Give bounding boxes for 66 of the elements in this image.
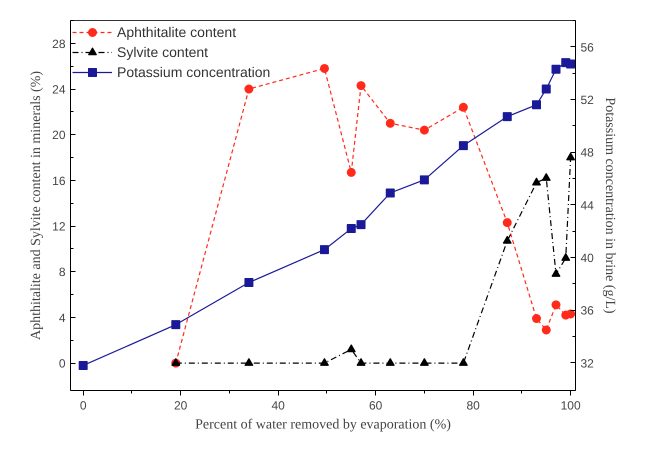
point bbox=[171, 320, 180, 330]
point bbox=[532, 314, 542, 324]
point bbox=[420, 126, 429, 135]
point bbox=[502, 236, 512, 244]
point bbox=[502, 218, 512, 228]
y-tick-label: 8 bbox=[58, 265, 66, 280]
y-tick-label: 24 bbox=[52, 82, 66, 97]
point bbox=[552, 300, 560, 310]
point bbox=[386, 118, 395, 128]
point bbox=[566, 152, 576, 160]
x-tick-label: 0 bbox=[80, 398, 87, 412]
point bbox=[356, 220, 366, 230]
point bbox=[566, 309, 576, 318]
point bbox=[356, 81, 366, 90]
y2-tick-label: 44 bbox=[580, 198, 594, 212]
point bbox=[346, 224, 356, 234]
point bbox=[502, 112, 512, 122]
x-tick-label: 100 bbox=[560, 398, 581, 412]
y-tick-label: 16 bbox=[52, 174, 66, 188]
point bbox=[552, 64, 560, 74]
point bbox=[78, 360, 88, 370]
y-tick-label: 12 bbox=[52, 220, 66, 234]
legend-label: Potassium concentration bbox=[117, 64, 270, 80]
legend-label: Aphthitalite content bbox=[117, 24, 236, 40]
point bbox=[320, 64, 329, 73]
point bbox=[386, 358, 395, 366]
legend-label: Sylvite content bbox=[117, 44, 208, 60]
y-tick-label: 4 bbox=[58, 310, 66, 325]
y2-tick-label: 52 bbox=[580, 93, 594, 108]
point bbox=[458, 102, 468, 112]
y-tick-label: 0 bbox=[58, 356, 66, 371]
point bbox=[542, 84, 551, 94]
point bbox=[420, 358, 429, 366]
y-axis-title: Aphthitalite and Sylvite content in minerals (%) bbox=[29, 70, 44, 340]
point bbox=[561, 252, 570, 261]
point bbox=[346, 344, 356, 352]
x-tick-label: 20 bbox=[174, 398, 188, 412]
point bbox=[320, 358, 329, 366]
y2-axis-title: Potassium concentration in brine (g/L) bbox=[602, 97, 617, 314]
x-tick-label: 60 bbox=[368, 398, 383, 412]
y-tick-label: 20 bbox=[52, 128, 66, 142]
y2-tick-label: 40 bbox=[580, 251, 594, 266]
point bbox=[532, 100, 542, 110]
point bbox=[386, 188, 395, 198]
point bbox=[532, 178, 542, 186]
point bbox=[244, 358, 254, 366]
y2-tick-label: 56 bbox=[580, 40, 594, 54]
point bbox=[542, 325, 551, 334]
point bbox=[244, 278, 254, 288]
x-axis-title: Percent of water removed by evaporation (%) bbox=[195, 418, 452, 432]
point bbox=[244, 84, 254, 94]
point bbox=[458, 358, 468, 366]
point bbox=[552, 268, 560, 277]
y2-tick-label: 48 bbox=[580, 146, 594, 160]
point bbox=[458, 141, 468, 150]
y2-tick-label: 32 bbox=[580, 356, 594, 370]
point bbox=[566, 59, 576, 68]
point bbox=[420, 175, 429, 184]
y-tick-label: 28 bbox=[52, 36, 66, 51]
x-tick-label: 40 bbox=[271, 398, 286, 412]
point bbox=[346, 168, 356, 177]
x-tick-label: 80 bbox=[466, 398, 480, 412]
point bbox=[320, 245, 329, 254]
point bbox=[542, 172, 551, 181]
point bbox=[356, 358, 366, 366]
y2-tick-label: 36 bbox=[580, 304, 594, 318]
